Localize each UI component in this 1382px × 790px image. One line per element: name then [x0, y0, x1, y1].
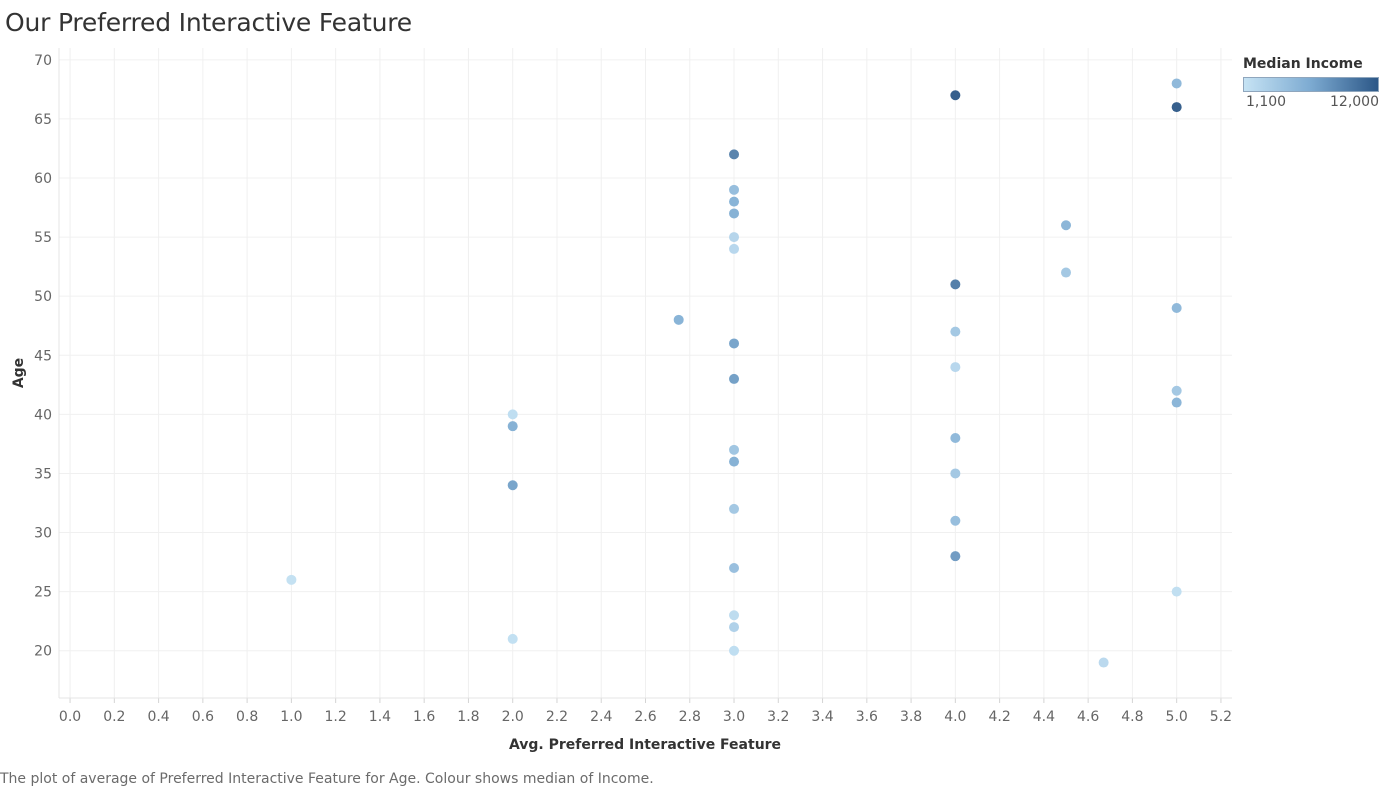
data-point[interactable]: [729, 243, 740, 254]
data-point[interactable]: [729, 149, 740, 160]
data-point[interactable]: [1098, 657, 1109, 668]
y-tick-label: 45: [34, 348, 52, 364]
data-point[interactable]: [729, 563, 740, 573]
data-point[interactable]: [950, 468, 961, 479]
x-axis-title: Avg. Preferred Interactive Feature: [509, 737, 781, 753]
data-point[interactable]: [950, 326, 961, 337]
data-point[interactable]: [507, 409, 518, 420]
x-tick-label: 1.4: [369, 709, 391, 725]
axes: [58, 48, 1232, 703]
x-tick-label: 0.8: [236, 709, 258, 725]
data-point[interactable]: [950, 551, 961, 562]
grid: [59, 48, 1232, 698]
y-axis-ticks: 20 25 30 35 40 45 50 55 60 65 70: [34, 53, 52, 660]
data-points[interactable]: [286, 78, 1182, 668]
data-point[interactable]: [507, 480, 518, 491]
x-tick-label: 4.6: [1077, 709, 1099, 725]
legend-min-label: 1,100: [1246, 94, 1287, 110]
y-axis-title: Age: [11, 358, 27, 388]
data-point[interactable]: [729, 196, 740, 207]
data-point[interactable]: [1061, 267, 1072, 278]
data-point[interactable]: [1061, 220, 1072, 231]
data-point[interactable]: [1171, 397, 1182, 408]
y-tick-label: 25: [34, 585, 52, 601]
data-point[interactable]: [507, 633, 518, 644]
x-axis-ticks: 0.0 0.2 0.4 0.6 0.8 1.0 1.2 1.4 1.6 1.8 2.0 2.2 2.4 2…: [59, 709, 1232, 725]
x-tick-label: 5.0: [1166, 709, 1188, 725]
data-point[interactable]: [729, 444, 740, 455]
y-tick-label: 55: [34, 230, 52, 246]
data-point[interactable]: [950, 90, 961, 101]
x-tick-label: 4.8: [1121, 709, 1143, 725]
x-tick-label: 1.0: [280, 709, 302, 725]
x-tick-label: 3.4: [811, 709, 833, 725]
scatter-plot: 20 25 30 35 40 45 50 55 60 65 70 0.0 0.2 0.4 0.6 0.8 1.…: [11, 48, 1232, 753]
legend-title: Median Income: [1243, 56, 1363, 72]
x-tick-label: 2.6: [634, 709, 656, 725]
data-point[interactable]: [1171, 586, 1182, 597]
data-point[interactable]: [950, 515, 961, 526]
data-point[interactable]: [729, 184, 740, 195]
y-tick-label: 35: [34, 466, 52, 482]
x-tick-label: 1.8: [457, 709, 479, 725]
data-point[interactable]: [950, 433, 961, 443]
y-tick-label: 70: [34, 53, 52, 69]
chart-caption: The plot of average of Preferred Interac…: [0, 771, 654, 787]
x-tick-label: 4.4: [1033, 709, 1055, 725]
y-tick-label: 50: [34, 289, 52, 305]
data-point[interactable]: [729, 373, 740, 384]
x-tick-label: 2.0: [502, 709, 524, 725]
data-point[interactable]: [729, 622, 740, 633]
x-tick-label: 3.8: [900, 709, 922, 725]
data-point[interactable]: [729, 503, 740, 514]
legend-labels: 1,100 12,000: [1243, 92, 1379, 110]
data-point[interactable]: [1171, 303, 1182, 313]
x-tick-label: 0.2: [103, 709, 125, 725]
x-tick-label: 4.2: [988, 709, 1010, 725]
data-point[interactable]: [729, 208, 740, 219]
data-point[interactable]: [729, 232, 740, 243]
data-point[interactable]: [673, 314, 684, 325]
y-tick-label: 60: [34, 171, 52, 187]
data-point[interactable]: [286, 574, 297, 585]
x-tick-label: 3.6: [856, 709, 878, 725]
data-point[interactable]: [729, 645, 740, 656]
x-tick-label: 1.6: [413, 709, 435, 725]
y-tick-label: 30: [34, 526, 52, 542]
x-tick-label: 1.2: [325, 709, 347, 725]
data-point[interactable]: [729, 338, 740, 349]
data-point[interactable]: [729, 456, 740, 467]
x-tick-label: 0.4: [147, 709, 169, 725]
data-point[interactable]: [950, 279, 961, 290]
y-tick-label: 40: [34, 407, 52, 423]
x-tick-label: 5.2: [1210, 709, 1232, 725]
x-tick-label: 2.4: [590, 709, 612, 725]
data-point[interactable]: [507, 421, 518, 432]
legend-max-label: 12,000: [1330, 94, 1379, 110]
x-tick-label: 0.6: [192, 709, 214, 725]
x-tick-label: 3.2: [767, 709, 789, 725]
legend-color-ramp: [1243, 77, 1379, 92]
chart-title: Our Preferred Interactive Feature: [5, 8, 412, 37]
data-point[interactable]: [1171, 102, 1182, 113]
data-point[interactable]: [1171, 385, 1182, 396]
x-tick-label: 4.0: [944, 709, 966, 725]
y-tick-label: 65: [34, 112, 52, 128]
x-tick-label: 2.2: [546, 709, 568, 725]
data-point[interactable]: [1171, 78, 1182, 89]
y-tick-label: 20: [34, 644, 52, 660]
x-tick-label: 2.8: [679, 709, 701, 725]
data-point[interactable]: [950, 362, 961, 373]
x-tick-label: 3.0: [723, 709, 745, 725]
color-legend: Median Income 1,100 12,000: [1243, 56, 1379, 110]
data-point[interactable]: [729, 610, 740, 621]
x-tick-label: 0.0: [59, 709, 81, 725]
